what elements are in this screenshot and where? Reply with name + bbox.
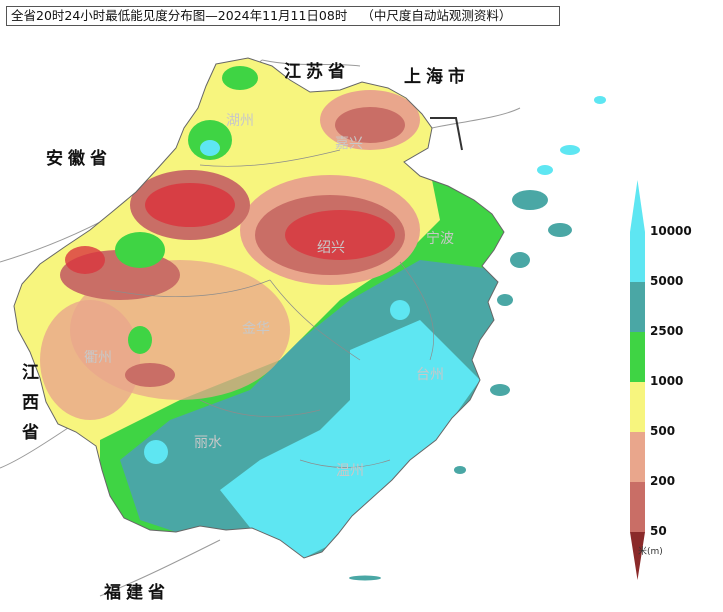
legend-label: 200 [650, 474, 676, 488]
title-text: 全省20时24小时最低能见度分布图—2024年11月11日08时 [11, 8, 348, 23]
province-outline [13, 57, 505, 559]
label-jiangsu: 江苏省 [284, 62, 350, 82]
legend-swatch-2500 [630, 332, 645, 382]
source-note: （中尺度自动站观测资料） [361, 8, 512, 23]
legend-swatch-5000 [630, 282, 645, 332]
label-quzhou: 衢州 [84, 350, 112, 366]
label-lishui: 丽水 [194, 435, 222, 451]
legend-swatch-500 [630, 432, 645, 482]
label-anhui: 安徽省 [46, 149, 112, 169]
label-ningbo: 宁波 [426, 231, 454, 247]
label-jiangxi: 江西省 [22, 363, 39, 443]
label-taizhou: 台州 [416, 367, 444, 383]
label-wenzhou: 温州 [336, 463, 364, 479]
label-shaoxing: 绍兴 [317, 240, 345, 256]
label-huzhou: 湖州 [226, 113, 254, 129]
islands [349, 96, 606, 581]
legend-label: 10000 [650, 224, 692, 238]
city-boundaries [109, 149, 435, 468]
legend-label: 50 [650, 524, 667, 538]
legend-swatch-200 [630, 482, 645, 532]
label-jinhua: 金华 [242, 321, 270, 337]
legend-label: 500 [650, 424, 676, 438]
legend-swatch-10000 [630, 232, 645, 282]
legend-label: 5000 [650, 274, 684, 288]
coast-line [430, 117, 463, 151]
label-jiaxing: 嘉兴 [335, 136, 363, 152]
legend-label: 2500 [650, 324, 684, 338]
legend-bar [630, 180, 645, 580]
legend-unit: 米(m) [638, 547, 663, 557]
map-title: 全省20时24小时最低能见度分布图—2024年11月11日08时 （中尺度自动站观… [6, 6, 560, 26]
legend-label: 1000 [650, 374, 684, 388]
label-shanghai: 上海市 [404, 67, 470, 87]
label-fujian: 福建省 [104, 583, 170, 603]
legend-swatch-1000 [630, 382, 645, 432]
